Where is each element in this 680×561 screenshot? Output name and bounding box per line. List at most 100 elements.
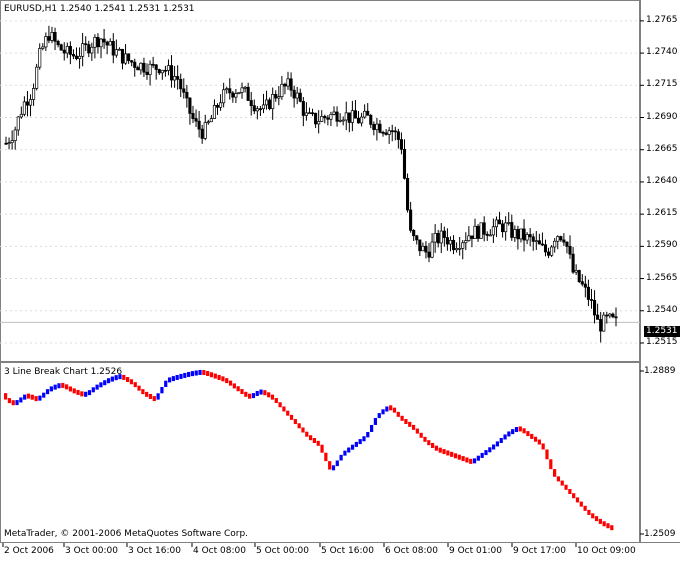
bear-candle [356,117,361,124]
down-line-bar [270,394,275,400]
bear-candle [347,112,351,123]
down-line-bar [579,501,583,507]
bull-candle [255,108,259,112]
bull-candle [65,46,69,54]
bear-candle [130,60,134,63]
bear-candle [154,64,158,70]
up-line-bar [23,394,27,400]
down-line-bar [537,439,541,445]
down-line-bar [465,457,469,463]
down-line-bar [286,410,290,416]
bull-candle [93,36,97,48]
bull-candle [160,69,164,74]
down-line-bar [423,436,427,442]
bull-candle [277,96,281,99]
time-tick-label: 4 Oct 08:00 [193,546,246,556]
up-line-bar [91,387,95,393]
up-line-bar [331,465,336,471]
bear-candle [188,97,192,114]
bull-candle [123,53,128,64]
bear-candle [47,36,51,41]
bear-candle [592,299,597,316]
bull-candle [507,222,511,224]
bear-candle [145,71,149,75]
bear-candle [580,281,584,285]
down-line-bar [572,493,576,499]
down-line-bar [137,385,141,391]
price-chart-pane[interactable] [0,0,640,362]
down-line-bar [148,393,153,399]
up-line-bar [194,370,198,376]
bear-candle [258,108,262,111]
indicator-bottom-value: 1.2509 [644,529,676,539]
bear-candle [599,319,603,332]
bear-candle [381,131,385,134]
time-tick-label: 3 Oct 16:00 [128,546,181,556]
bear-candle [142,62,146,73]
down-line-bar [129,379,134,385]
bull-candle [219,102,223,108]
bear-candle [543,244,548,253]
bear-candle [522,228,526,241]
bear-candle [390,130,394,133]
up-line-bar [175,374,179,380]
bear-candle [402,148,407,179]
down-line-bar [522,428,526,434]
down-line-bar [556,476,561,482]
bear-candle [102,38,106,43]
bear-candle [163,69,167,72]
up-line-bar [507,431,511,437]
down-line-bar [419,432,423,438]
bull-candle [338,119,342,122]
bull-candle [304,112,308,116]
price-tick-label: 1.2690 [646,111,678,122]
price-tick-label: 1.2590 [646,240,678,251]
bear-candle [133,61,137,68]
up-line-bar [347,447,351,453]
bull-candle [534,240,538,243]
bear-candle [516,229,520,240]
up-line-bar [488,447,492,453]
bear-candle [393,130,397,133]
down-line-bar [560,480,564,486]
down-line-bar [225,378,229,384]
down-line-bar [564,484,568,490]
up-line-bar [350,444,355,450]
bull-candle [608,313,612,317]
time-tick-label: 2 Oct 2006 [4,546,54,556]
bear-candle [445,237,449,245]
bull-candle [271,94,275,110]
bear-candle [568,246,572,255]
bear-candle [409,209,413,231]
bear-candle [314,112,318,125]
down-line-bar [320,444,324,453]
down-line-bar [282,406,286,412]
down-line-bar [442,449,446,455]
bull-candle [203,122,207,139]
bear-candle [366,110,370,116]
bull-candle [209,118,213,123]
down-line-bar [587,509,591,515]
down-line-bar [400,415,404,421]
bear-candle [497,219,502,225]
up-line-bar [49,386,53,392]
bear-candle [470,235,474,239]
bull-candle [16,116,20,131]
bull-candle [225,88,229,91]
up-line-bar [99,382,103,388]
down-line-bar [457,454,461,460]
up-line-bar [339,454,343,461]
down-line-bar [289,414,294,420]
bear-candle [74,55,79,60]
bear-candle [577,270,581,282]
bull-candle [117,48,121,51]
down-line-bar [267,392,271,398]
up-line-bar [156,393,160,400]
up-line-bar [95,384,99,390]
bull-candle [455,248,459,251]
indicator-pane[interactable] [0,362,640,543]
up-line-bar [366,431,370,438]
up-line-bar [118,374,122,380]
down-line-bar [533,436,538,442]
bear-candle [406,177,410,211]
